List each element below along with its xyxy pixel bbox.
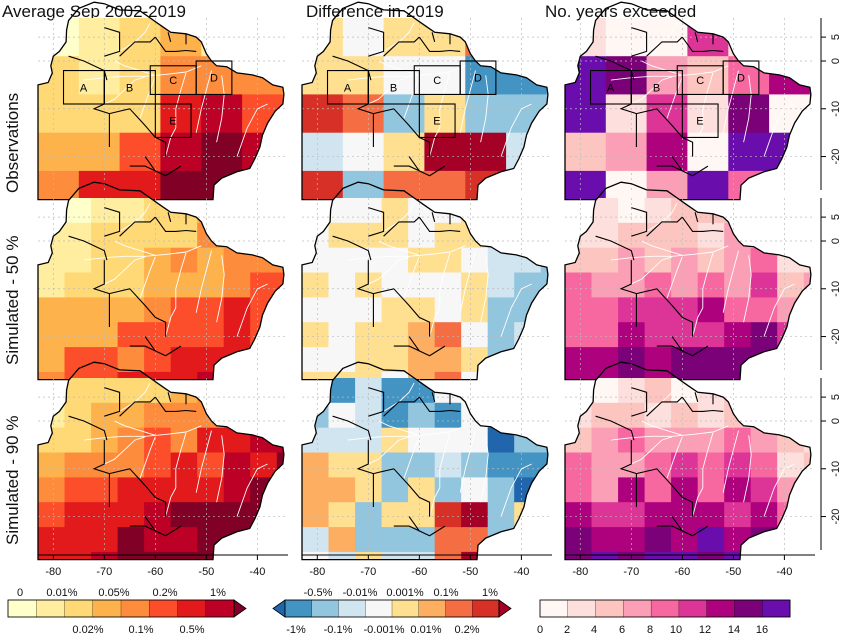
colorbar-difference-top-label: -0.5%	[304, 587, 333, 599]
longitude-tick-label: -70	[360, 566, 376, 578]
map-panels: A B C D E A B C D E A B C D E	[37, 1, 815, 561]
row-label-observations: Observations	[3, 93, 22, 193]
region-boxes: A B C D E	[326, 60, 497, 138]
colorbar-average: 0 0.01% 0.05% 0.2% 1% 0.02% 0.1% 0.5%	[7, 587, 247, 636]
latitude-tick-label: -10	[830, 461, 842, 477]
longitude-tick-label: -60	[147, 566, 163, 578]
colorbar-difference-bottom-label: -0.1%	[324, 624, 353, 636]
map-panel-difference-row1: A B C D E	[301, 1, 552, 201]
colorbar-difference-bottom-label: 0.2%	[454, 624, 479, 636]
region-box-label: B	[390, 82, 397, 94]
colorbar-years-label: 10	[670, 624, 682, 636]
region-box-label: E	[169, 116, 176, 128]
colorbar-years-label: 8	[647, 624, 653, 636]
longitude-tick-label: -40	[776, 566, 792, 578]
longitude-tick-label: -70	[96, 566, 112, 578]
latitude-tick-label: -20	[830, 509, 842, 525]
column-title-difference: Difference in 2019	[306, 2, 444, 21]
longitude-tick-label: -80	[45, 566, 61, 578]
colorbar-years-label: 14	[728, 624, 740, 636]
colorbar-average-top-label: 0.01%	[46, 587, 77, 599]
colorbar-years-label: 0	[537, 624, 543, 636]
colorbar-difference-top-label: 1%	[482, 587, 498, 599]
colorbar-difference-top-label: -0.01%	[343, 587, 378, 599]
map-panel-average-row2	[37, 181, 288, 381]
region-box-label: C	[696, 75, 704, 87]
longitude-tick-label: -50	[725, 566, 741, 578]
colorbar-difference-top-label: 0.1%	[433, 587, 458, 599]
longitude-tick-label: -80	[309, 566, 325, 578]
map-panel-difference-row3	[301, 361, 552, 561]
colorbar-years-label: 16	[756, 624, 768, 636]
colorbar-average-bottom-label: 0.5%	[179, 624, 204, 636]
row-label-simulated-90: Simulated - 90 %	[3, 416, 22, 545]
region-box-label: B	[126, 82, 133, 94]
longitude-tick-label: -60	[674, 566, 690, 578]
colorbar-difference-bottom-label: -0.001%	[364, 624, 405, 636]
region-boxes: A B C D E	[62, 60, 233, 138]
map-panel-average-row1: A B C D E	[37, 1, 288, 201]
latitude-tick-label: -20	[830, 149, 842, 165]
colorbar-difference-bottom-label: 0.01%	[410, 624, 441, 636]
region-box-label: E	[433, 116, 440, 128]
longitude-tick-label: -60	[411, 566, 427, 578]
column-title-average: Average Sep 2002-2019	[2, 2, 186, 21]
map-panel-difference-row2	[301, 181, 552, 381]
colorbar-difference-bottom-label: -1%	[286, 624, 306, 636]
region-box-label: A	[607, 82, 615, 94]
region-box-label: C	[433, 75, 441, 87]
colorbar-difference: -0.5% -0.01% 0.001% 0.1% 1% -1% -0.1% -0.001% 0.…	[272, 587, 512, 636]
region-boxes: A B C D E	[589, 60, 760, 138]
latitude-tick-label: 0	[830, 238, 842, 244]
colorbar-average-top-label: 0.05%	[98, 587, 129, 599]
region-box-label: A	[344, 82, 352, 94]
colorbar-years-label: 6	[619, 624, 625, 636]
longitude-tick-label: -80	[572, 566, 588, 578]
colorbar-average-bottom-label: 0.02%	[72, 624, 103, 636]
row-label-simulated-50: Simulated - 50 %	[3, 236, 22, 365]
region-box-label: D	[737, 73, 745, 85]
colorbar-average-bottom-label: 0.1%	[128, 624, 153, 636]
column-title-years: No. years exceeded	[545, 2, 696, 21]
latitude-tick-label: 5	[830, 214, 842, 220]
region-box-label: E	[696, 116, 703, 128]
latitude-tick-label: 0	[830, 418, 842, 424]
longitude-tick-label: -50	[198, 566, 214, 578]
latitude-tick-label: 5	[830, 394, 842, 400]
colorbar-average-top-label: 1%	[210, 587, 226, 599]
map-panel-years-row3	[564, 361, 815, 561]
colorbar-average-top-label: 0	[17, 587, 23, 599]
map-panel-years-row1: A B C D E	[564, 1, 815, 201]
latitude-tick-label: 0	[830, 58, 842, 64]
latitude-tick-label: -10	[830, 281, 842, 297]
region-box-label: C	[169, 75, 177, 87]
latitude-tick-label: -10	[830, 101, 842, 117]
colorbar-years-label: 4	[591, 624, 597, 636]
colorbar-years-label: 2	[564, 624, 570, 636]
longitude-tick-label: -40	[513, 566, 529, 578]
latitude-tick-label: 5	[830, 34, 842, 40]
latitude-tick-label: -20	[830, 329, 842, 345]
longitude-tick-label: -70	[623, 566, 639, 578]
region-box-label: B	[653, 82, 660, 94]
colorbar-years-label: 12	[699, 624, 711, 636]
map-panel-average-row3	[37, 361, 288, 561]
longitude-axes: -80 -70 -60 -50 -40 -80 -70 -60 -50 -40 -80 -70 -60 -…	[38, 554, 815, 578]
region-box-label: D	[474, 73, 482, 85]
longitude-tick-label: -40	[249, 566, 265, 578]
latitude-axes: 5 0 -10 -20 5 0 -10 -20 5 0 -10 -20	[820, 18, 842, 550]
map-panel-years-row2	[564, 181, 815, 381]
colorbar-average-top-label: 0.2%	[152, 587, 177, 599]
region-box-label: A	[80, 82, 88, 94]
region-box-label: D	[210, 73, 218, 85]
longitude-tick-label: -50	[462, 566, 478, 578]
colorbar-difference-top-label: 0.001%	[386, 587, 424, 599]
colorbar-years: 0 2 4 6 8 10 12 14 16	[537, 599, 791, 636]
